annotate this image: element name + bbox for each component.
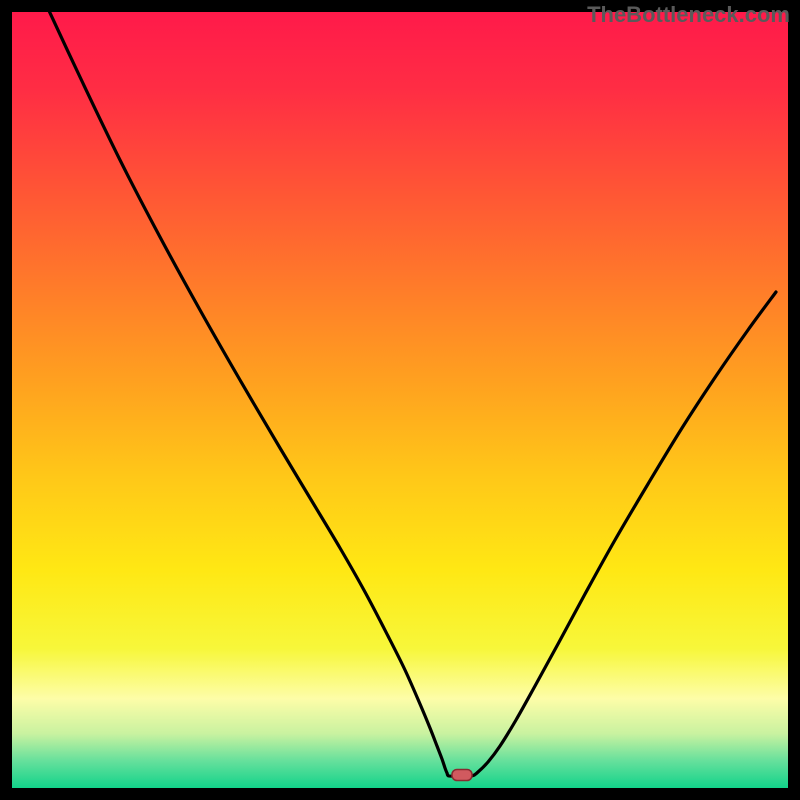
bottleneck-chart [0, 0, 800, 800]
optimal-point-marker [452, 770, 472, 781]
watermark-text: TheBottleneck.com [587, 2, 790, 28]
chart-background [12, 12, 788, 788]
